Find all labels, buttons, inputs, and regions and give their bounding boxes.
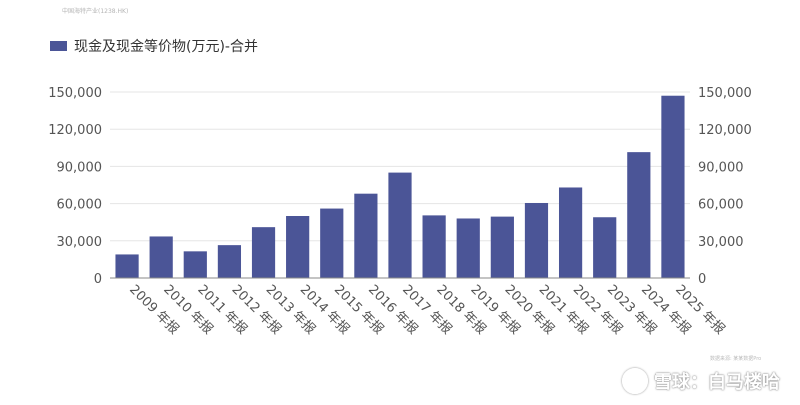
watermark-brand: 雪球: [654, 372, 690, 393]
y-tick-label-right: 150,000: [698, 86, 752, 101]
bar[interactable]: [115, 254, 139, 278]
bar[interactable]: [524, 202, 549, 278]
y-tick-label-right: 30,000: [698, 235, 744, 250]
bar[interactable]: [320, 208, 344, 278]
right-y-axis-ticks: 0 30,000 60,000 90,000 120,000 150,000: [698, 86, 752, 287]
chart-legend[interactable]: 现金及现金等价物(万元)-合并: [50, 36, 258, 56]
bars: [115, 95, 685, 278]
footer-note: 数据来源: 某某数据Pro: [710, 356, 762, 362]
y-tick-label-left: 120,000: [48, 123, 102, 138]
legend-label: 现金及现金等价物(万元)-合并: [74, 39, 258, 55]
bar[interactable]: [286, 216, 310, 278]
y-tick-label-left: 30,000: [57, 235, 103, 250]
bar[interactable]: [456, 218, 480, 278]
bar[interactable]: [627, 152, 651, 278]
y-tick-label-left: 60,000: [57, 198, 103, 213]
y-tick-label-right: 60,000: [698, 198, 744, 213]
y-tick-label-left: 150,000: [48, 86, 102, 101]
bar[interactable]: [661, 95, 685, 278]
bar[interactable]: [558, 187, 583, 278]
y-tick-label-right: 90,000: [698, 160, 744, 175]
watermark-separator: ：: [690, 372, 708, 393]
y-tick-label-right: 0: [698, 272, 706, 287]
bar[interactable]: [217, 245, 242, 278]
bar[interactable]: [183, 251, 207, 278]
y-tick-label-left: 90,000: [57, 160, 103, 175]
left-y-axis-ticks: 0 30,000 60,000 90,000 120,000 150,000: [48, 86, 102, 287]
bar[interactable]: [422, 215, 446, 278]
bar[interactable]: [251, 227, 276, 278]
bar[interactable]: [593, 217, 617, 278]
y-tick-label-right: 120,000: [698, 123, 752, 138]
watermark-author: 白马楼哈: [708, 372, 780, 393]
bar[interactable]: [388, 172, 412, 278]
bar[interactable]: [490, 216, 514, 278]
source-note: 中国海特产业(1238.HK): [62, 8, 129, 15]
xueqiu-logo-icon: [622, 368, 648, 394]
bar[interactable]: [354, 193, 378, 278]
xueqiu-watermark: 雪球 ： 白马楼哈: [622, 368, 780, 394]
y-tick-label-left: 0: [94, 272, 102, 287]
bar[interactable]: [149, 236, 173, 278]
legend-swatch: [50, 41, 67, 51]
